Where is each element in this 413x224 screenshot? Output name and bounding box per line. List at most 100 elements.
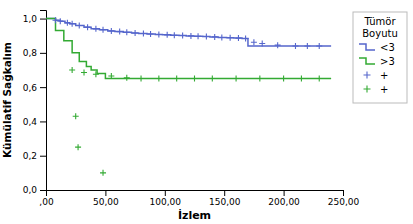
km-curve	[46, 19, 331, 46]
tick-mark	[224, 190, 225, 196]
censor-mark	[76, 22, 82, 28]
x-axis: ,00 50,00 100,00 150,00 200,00 250,00	[39, 190, 359, 207]
legend-label: +	[380, 70, 388, 81]
tick-label: 1,0	[23, 14, 38, 24]
tick-mark	[40, 53, 46, 54]
legend-entry: >3	[359, 56, 395, 67]
marker-group	[73, 113, 106, 176]
censor-mark	[203, 34, 209, 40]
tick-label: 200,00	[268, 197, 300, 207]
tick: 200,00	[268, 190, 300, 207]
axis-line	[40, 11, 47, 191]
tick-mark	[343, 190, 344, 196]
censor-mark	[85, 24, 91, 30]
censor-mark	[316, 43, 322, 49]
tick: 0,2	[23, 151, 46, 161]
tick-label: 0,8	[23, 48, 38, 58]
legend-box	[353, 12, 407, 103]
tick: 100,00	[150, 190, 182, 207]
censor-mark	[108, 28, 114, 34]
censor-mark	[156, 76, 162, 82]
censor-mark	[75, 144, 81, 150]
tick-label: 50,00	[93, 197, 119, 207]
censor-mark	[227, 35, 233, 41]
axis-line	[47, 191, 344, 197]
censor-mark	[148, 31, 154, 37]
marker-group	[53, 17, 323, 49]
censor-mark	[100, 170, 106, 176]
tick-label: 0,2	[23, 151, 37, 161]
censor-mark	[233, 76, 239, 82]
censor-mark	[188, 33, 194, 39]
plot: ,0050,00100,00150,00200,00250,000,00,20,…	[23, 11, 360, 208]
km-curve	[46, 19, 331, 79]
legend-label: +	[380, 84, 388, 95]
tick: 1,0	[23, 14, 46, 24]
legend-title: TümörBoyutu	[362, 16, 398, 39]
censor-mark	[81, 70, 87, 76]
tick: 0,8	[23, 48, 46, 58]
x-axis-title: İzlem	[178, 208, 211, 222]
censor-mark	[100, 27, 106, 33]
chart: ,0050,00100,00150,00200,00250,000,00,20,…	[0, 0, 413, 224]
legend-entry: +	[364, 84, 389, 95]
censor-mark	[138, 76, 144, 82]
censor-mark	[257, 76, 263, 82]
censor-mark	[212, 34, 218, 40]
tick-mark	[40, 121, 46, 122]
legend-title-line: Boyutu	[362, 28, 398, 39]
censor-mark	[243, 35, 249, 41]
y-axis: 0,0 0,2 0,4 0,6 0,8 1,0	[23, 11, 47, 196]
censor-mark	[292, 43, 298, 49]
censor-mark	[124, 75, 130, 81]
legend-swatch	[359, 44, 375, 50]
tick-label: 100,00	[150, 197, 182, 207]
tick: 50,00	[93, 190, 119, 207]
censor-mark	[281, 76, 287, 82]
censor-mark	[64, 20, 70, 26]
tick: 0,4	[23, 117, 46, 127]
tick-mark	[105, 190, 106, 196]
tick: 0,0	[23, 185, 46, 195]
censor-mark	[93, 71, 99, 77]
censor-mark	[275, 42, 281, 48]
tick-label: 0,0	[23, 185, 38, 195]
tick: 250,00	[328, 190, 360, 207]
censor-mark	[209, 76, 215, 82]
censor-mark	[235, 35, 241, 41]
tick-label: ,00	[39, 197, 54, 207]
censor-mark	[124, 29, 130, 35]
legend-swatch	[364, 86, 371, 93]
legend-title-line: Tümör	[363, 16, 396, 27]
censor-mark	[53, 17, 59, 23]
censor-mark	[251, 39, 257, 45]
tick: 150,00	[209, 190, 241, 207]
legend-label: <3	[380, 42, 395, 53]
censor-mark	[171, 32, 177, 38]
censor-mark	[192, 76, 198, 82]
censor-mark	[304, 43, 310, 49]
censor-mark	[73, 113, 79, 119]
marks	[46, 17, 331, 176]
censor-mark	[219, 34, 225, 40]
legend-label: >3	[380, 56, 395, 67]
y-axis-title: Kümülatif Sağkalım	[1, 42, 13, 158]
censor-mark	[69, 21, 75, 27]
marker-group	[69, 67, 322, 82]
legend-swatch	[359, 58, 375, 64]
tick-label: 0,6	[23, 83, 38, 93]
tick-label: 250,00	[328, 197, 360, 207]
legend-entry: <3	[359, 42, 395, 53]
tick-mark	[40, 87, 46, 88]
censor-mark	[180, 33, 186, 39]
legend-swatch	[364, 72, 371, 79]
legend: TümörBoyutu <3 >3 + +	[353, 12, 407, 103]
censor-mark	[298, 76, 304, 82]
censor-mark	[93, 26, 99, 32]
censor-mark	[195, 33, 201, 39]
censor-mark	[316, 76, 322, 82]
tick-label: 150,00	[209, 197, 241, 207]
censor-mark	[174, 76, 180, 82]
tick: 0,6	[23, 83, 46, 93]
legend-entry: +	[364, 70, 389, 81]
